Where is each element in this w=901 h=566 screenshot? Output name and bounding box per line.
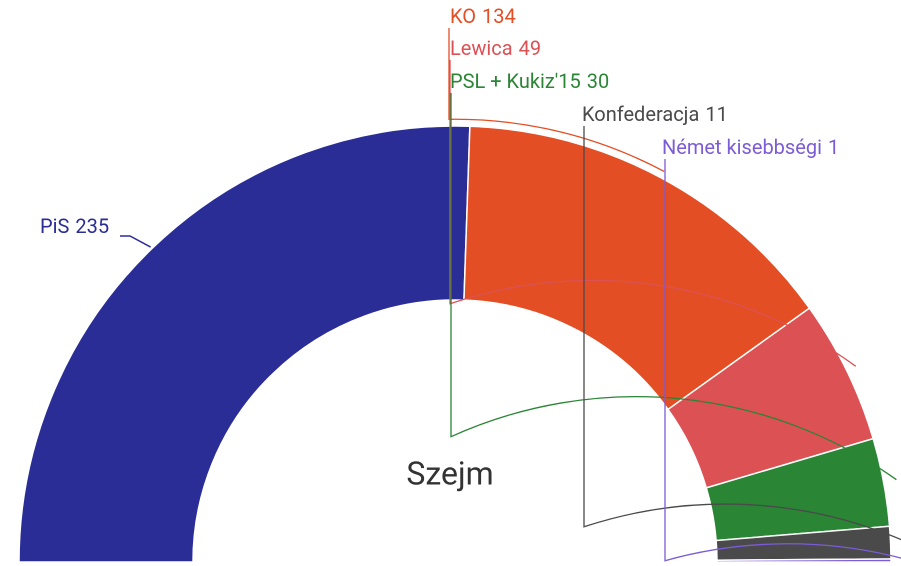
leader-line [120, 235, 151, 248]
label-name: Lewica [450, 36, 513, 60]
slice [716, 558, 892, 563]
slice [463, 125, 811, 411]
label-value: 49 [519, 36, 541, 60]
chart-title: Szejm [406, 454, 493, 492]
label-name: KO [450, 4, 476, 28]
label-value: 30 [587, 69, 609, 93]
leader-line [450, 93, 897, 481]
label-name: Német kisebbségi [662, 135, 822, 159]
label-value: 1 [828, 135, 839, 159]
data-label: PSL + Kukiz'15 30 [450, 69, 609, 93]
data-label: PiS 235 [40, 214, 109, 238]
label-name: PSL + Kukiz'15 [450, 69, 581, 93]
leader-line [448, 28, 665, 173]
label-value: 11 [705, 102, 727, 126]
data-label: Német kisebbségi 1 [662, 135, 839, 159]
label-value: 235 [75, 214, 109, 238]
slice [18, 125, 471, 563]
label-value: 134 [482, 4, 516, 28]
leader-line [664, 159, 901, 562]
data-label: Lewica 49 [450, 36, 541, 60]
data-label: KO 134 [450, 4, 516, 28]
leader-line [583, 126, 901, 541]
label-name: PiS [40, 214, 69, 238]
data-label: Konfederacja 11 [582, 102, 728, 126]
label-name: Konfederacja [582, 102, 699, 126]
leader-line [449, 60, 857, 367]
